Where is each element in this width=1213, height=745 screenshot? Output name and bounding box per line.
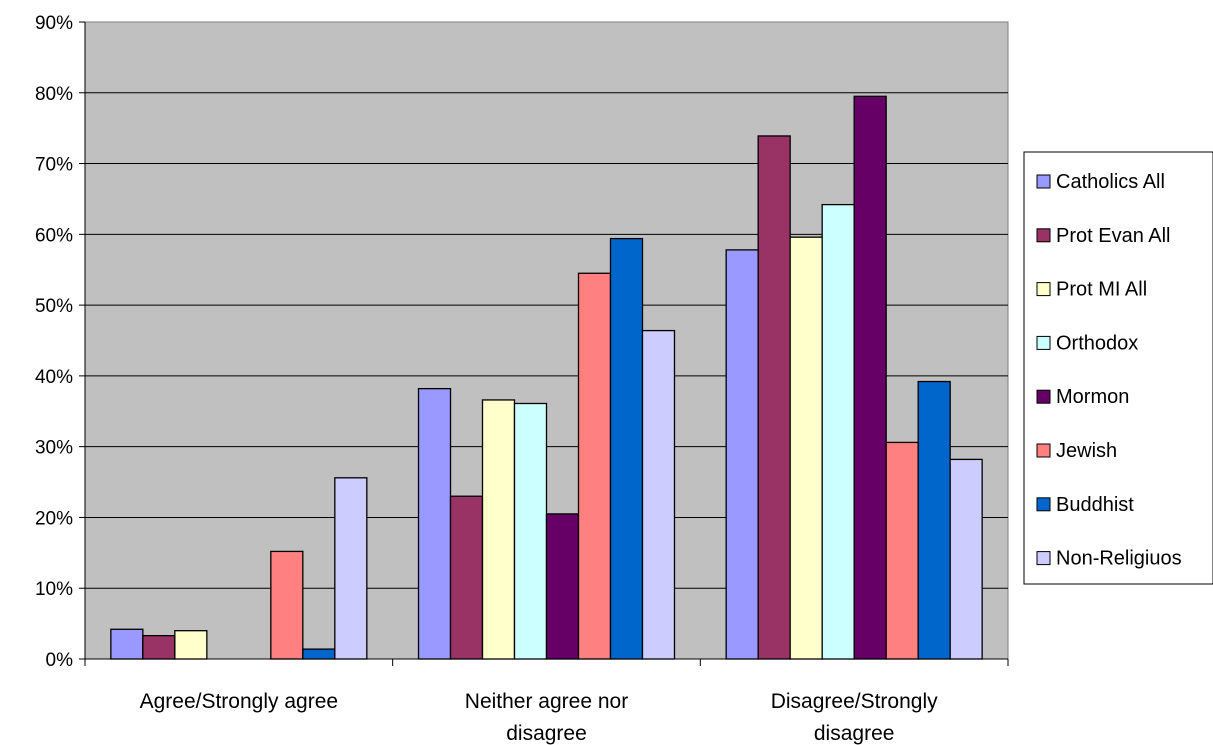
legend-label: Prot MI All (1056, 279, 1147, 301)
legend-label: Mormon (1056, 386, 1129, 408)
y-tick-label: 10% (35, 579, 73, 600)
legend-swatch (1036, 282, 1051, 297)
bar (545, 513, 580, 660)
bar (302, 648, 336, 660)
legend-label: Orthodox (1056, 332, 1138, 354)
bar (270, 550, 304, 660)
legend-box (1023, 151, 1213, 585)
x-category-label: disagree (814, 722, 895, 745)
x-category-label: Neither agree nor (465, 690, 628, 713)
legend-swatch (1036, 228, 1051, 243)
axes (79, 21, 1009, 666)
y-tick-label: 0% (46, 650, 74, 671)
legend-swatch (1036, 335, 1051, 350)
y-tick-label: 40% (35, 367, 73, 388)
y-tick-label: 90% (35, 13, 73, 34)
legend-label: Non-Religiuos (1056, 548, 1182, 570)
legend-label: Catholics All (1056, 171, 1165, 193)
bar (885, 441, 919, 660)
x-category-label: Disagree/Strongly (771, 690, 938, 713)
bar (110, 628, 144, 660)
bar (334, 477, 368, 660)
bar (757, 135, 791, 660)
bar (142, 634, 176, 660)
legend-label: Jewish (1056, 440, 1117, 462)
y-tick-label: 60% (35, 225, 73, 246)
bar (513, 402, 548, 660)
bar (174, 630, 208, 660)
bar (917, 380, 951, 660)
legend-swatch (1036, 389, 1051, 404)
bar (481, 399, 516, 660)
y-axis-tick-labels: 0% 10% 20% 30% 40% 50% 60% 70% 80% 90% (35, 13, 73, 671)
bar (725, 249, 759, 660)
x-category-label: Agree/Strongly agree (140, 690, 338, 713)
y-tick-label: 80% (35, 84, 73, 105)
legend-swatch (1036, 551, 1051, 566)
bar (789, 236, 823, 660)
x-axis-category-labels: Agree/Strongly agree Neither agree nor dis… (140, 690, 939, 745)
legend-swatch (1036, 174, 1051, 189)
legend-label: Buddhist (1056, 494, 1134, 516)
bars (110, 95, 983, 660)
y-tick-label: 20% (35, 508, 73, 529)
bar (417, 387, 452, 660)
x-category-label: disagree (506, 722, 587, 745)
legend-label: Prot Evan All (1056, 225, 1171, 247)
legend-swatch (1036, 443, 1051, 458)
bar (609, 237, 644, 660)
legend-swatch (1036, 497, 1051, 512)
bar (577, 272, 612, 660)
legend: Catholics All Prot Evan All Prot MI All Ort… (1023, 151, 1213, 585)
bar (641, 329, 676, 660)
y-tick-label: 70% (35, 155, 73, 176)
y-tick-label: 50% (35, 296, 73, 317)
bar (853, 95, 887, 660)
bar (821, 203, 855, 660)
bar (449, 495, 484, 660)
bar (949, 458, 983, 660)
y-tick-label: 30% (35, 438, 73, 459)
